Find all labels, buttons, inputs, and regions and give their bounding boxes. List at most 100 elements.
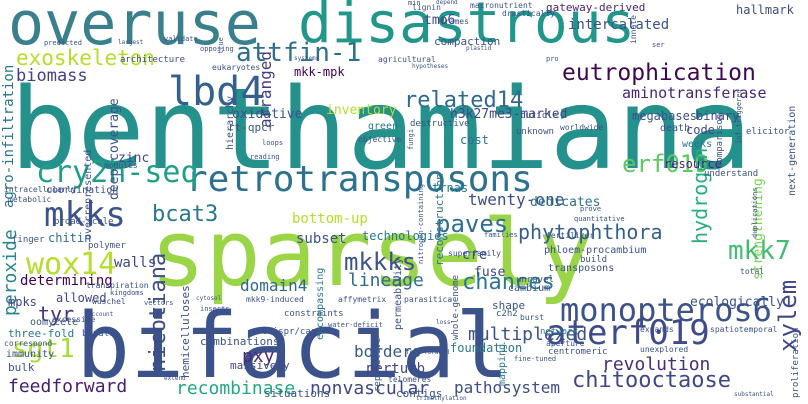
word-permeability: permeability [393,257,404,330]
word-hypotheses: hypotheses [412,63,449,70]
word-account: account [88,311,114,318]
word-broad-scale: broad-scale [54,217,114,227]
word-nonvascular: nonvascular [310,378,430,399]
word-cambium: cambium [508,283,551,294]
word-elicitor: elicitor [746,127,790,137]
word-affymetrix: affymetrix [338,295,387,304]
word-quantitative: quantitative [574,215,625,223]
word-expands: expands [640,325,674,334]
word-burst: burst [520,313,545,322]
word-inf-triggered: inf-triggered [735,89,743,144]
word-overuse: overuse [8,0,261,59]
word-h3k27me3-marked: h3k27me3-marked [450,107,568,122]
word-mkk9-induced: mkk9-induced [246,295,304,304]
word-systems: systems [294,55,320,62]
word-aminotransferase: aminotransferase [622,84,767,102]
word-weeks: weeks [682,139,713,150]
word-next-generation: next-generation [787,105,798,196]
word-intercalated: intercalated [568,17,670,33]
word-megabases: megabases [632,109,698,123]
word-mkk-mpk: mkk-mpk [294,65,345,79]
word-code: code [686,123,715,137]
word-sparsely: sparsely [150,200,594,307]
word-combinations: combinations [200,335,280,348]
word-bulk: bulk [8,361,35,374]
word-cytosol: cytosol [196,295,222,302]
word-gateway-derived: gateway-derived [546,1,646,14]
word-perturb: perturb [366,361,426,377]
word-situations: situations [264,387,331,400]
word-understand: understand [704,169,759,179]
word-kingdoms: kingdoms [110,289,144,297]
word-excessive: excessive [52,315,96,324]
word-crispr-cas9: crispr/cas9 [262,327,322,337]
word-recombinase: recombinase [176,378,296,399]
word-agricultural: agricultural [378,55,436,64]
word-benthamiana: benthamiana [10,65,752,195]
word-validate: validate [164,35,198,43]
word-related14: related14 [404,88,524,113]
word-rt-qpcr: rt-qpcr [228,121,275,134]
word-destructive: destructive [410,119,470,129]
word-overrepresented: overrepresented [83,149,94,240]
word-mkks: mkks [44,195,126,235]
word-technologies: technologies [362,229,449,243]
word-whole-genome: whole-genome [451,274,461,340]
word-paves: paves [436,210,509,238]
word-reconstruction: reconstruction [433,173,446,266]
word-mapping: mapping [497,343,508,386]
word-compaction: compaction [434,35,501,48]
word-attfin-1: attfin-1 [236,38,362,68]
word-cre: cre [462,247,488,263]
word-phytophthora: phytophthora [518,220,663,244]
word-telomeres: telomeres [388,375,432,384]
word-duplications: duplications [751,187,759,238]
word-contigs: contigs [396,387,443,400]
word-zinc: zinc [118,151,150,166]
word-pxy: pxy [242,346,275,367]
word-pathosystem: pathosystem [454,378,560,397]
word-c2h2: c2h2 [496,309,518,319]
word-prove: prove [580,205,602,213]
word-domain4: domain4 [240,276,308,295]
word-families: families [484,231,518,239]
word-three-fold: three-fold [8,327,75,340]
word-parasitica: parasitica [404,295,453,304]
word-aterf019: aterf019 [546,313,710,353]
word-drastically: drastically [502,9,555,18]
word-true: true [217,37,225,54]
word-repetitive: repetitive [373,337,383,392]
word-arranged: arranged [256,50,275,128]
word-hallmark: hallmark [736,3,794,17]
word-extend: extend [164,375,186,382]
word-vectors: vectors [144,299,174,307]
word-water-deficit: water-deficit [328,321,383,329]
word-loops: loops [262,139,284,147]
word-fuse: fuse [474,265,506,280]
word-oxidative: oxidative [232,107,303,122]
word-pro: pro [546,55,559,63]
word-fungi: fungi [407,128,415,150]
word-retrotransposons: retrotransposons [186,159,533,200]
word-depend: depend [436,0,458,6]
word-metabolic: metabolic [8,195,52,204]
word-lignin: lignin [412,3,441,12]
word-immunity: immunity [6,349,55,360]
word-binary: binary [696,109,740,123]
word-proliferation: proliferation [791,327,801,398]
word-determining: determining [20,273,113,289]
word-loss: loss [436,319,451,326]
word-shape: shape [492,299,526,312]
word-centromeric: centromeric [548,347,608,357]
word-foundation: foundation [450,341,523,355]
word-subset: subset [296,231,347,247]
word-trnas: trnas [432,181,469,195]
word-unexplored: unexplored [640,345,689,354]
word-finger: finger [12,235,45,245]
word-allowed: allowed [56,291,107,305]
word-twenty-one: twenty-one [468,190,565,209]
word-borders: borders [354,342,422,361]
word-eutrophication: eutrophication [562,60,756,86]
word-oomycete: oomycete [30,317,79,328]
word-chitooctaose: chitooctaose [572,368,731,393]
